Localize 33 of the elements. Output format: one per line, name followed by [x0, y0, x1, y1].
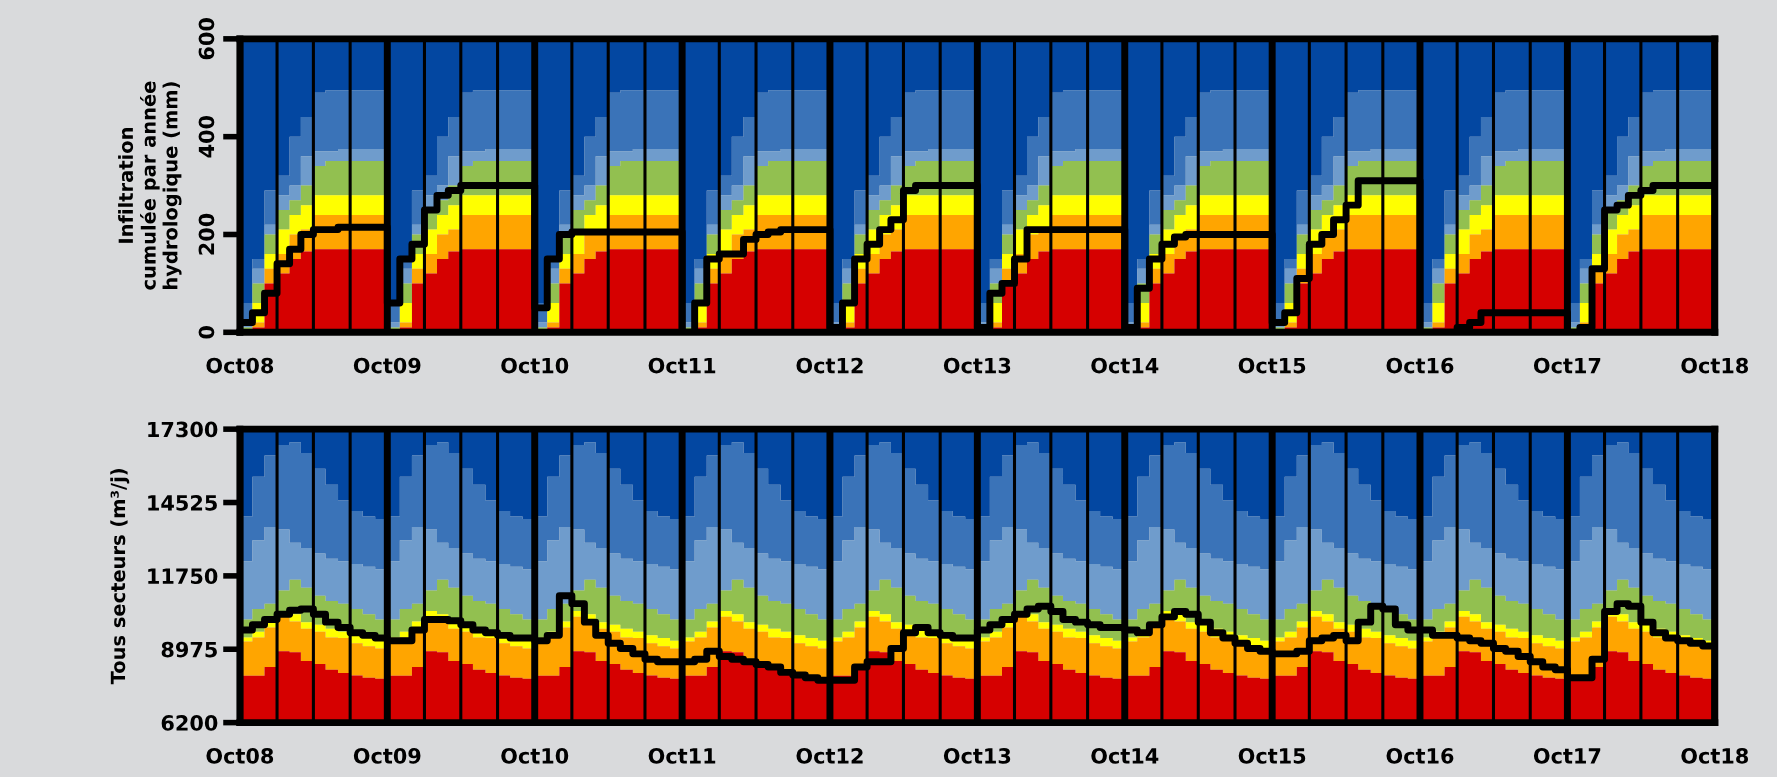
y-tick-label: 0 — [198, 326, 215, 339]
y-tick-label: 400 — [198, 115, 215, 158]
x-tick-label: Oct12 — [796, 357, 863, 374]
x-tick-label: Oct10 — [501, 747, 569, 764]
x-tick-label: Oct16 — [1386, 747, 1454, 764]
x-tick-label: Oct15 — [1238, 357, 1306, 374]
y-axis-title: Tous secteurs (m³/j) — [110, 469, 130, 685]
x-tick-label: Oct08 — [206, 357, 274, 374]
y-tick-label: 200 — [198, 213, 215, 255]
y-tick-label: 600 — [198, 18, 215, 60]
x-tick-label: Oct14 — [1091, 357, 1159, 374]
x-tick-label: Oct11 — [648, 357, 716, 374]
x-tick-label: Oct16 — [1386, 357, 1454, 374]
x-tick-label: Oct09 — [353, 747, 421, 764]
y-axis-title: Infiltration cumulée par année hydrologique (mm) — [118, 81, 182, 290]
x-tick-label: Oct17 — [1533, 357, 1601, 374]
y-tick-label: 6200 — [161, 715, 218, 731]
x-tick-label: Oct17 — [1533, 747, 1601, 764]
x-tick-label: Oct14 — [1091, 747, 1159, 764]
y-tick-label: 8975 — [161, 641, 217, 658]
y-tick-label: 11750 — [148, 568, 218, 585]
x-tick-label: Oct13 — [943, 357, 1011, 374]
x-tick-label: Oct11 — [648, 747, 716, 764]
x-tick-label: Oct10 — [501, 357, 569, 374]
x-tick-label: Oct13 — [943, 747, 1011, 764]
x-tick-label: Oct12 — [796, 747, 863, 764]
x-tick-label: Oct09 — [353, 357, 421, 374]
x-tick-label: Oct08 — [206, 747, 274, 764]
x-tick-label: Oct15 — [1238, 747, 1306, 764]
x-tick-label: Oct18 — [1681, 747, 1749, 764]
y-tick-label: 17300 — [148, 421, 218, 438]
x-tick-label: Oct18 — [1681, 357, 1749, 374]
y-tick-label: 14525 — [148, 494, 217, 511]
